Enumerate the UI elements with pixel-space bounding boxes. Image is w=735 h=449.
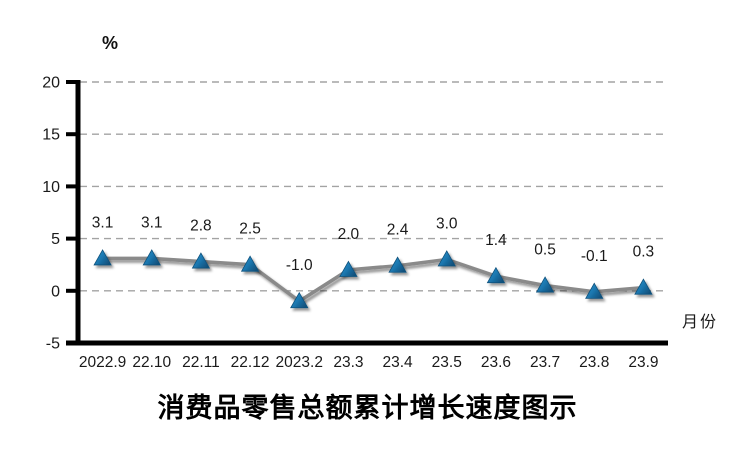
data-label: 0.5 xyxy=(534,242,556,259)
data-marker-triangle xyxy=(486,266,506,284)
y-tick-label--5: -5 xyxy=(46,336,60,353)
data-label: 2.8 xyxy=(190,218,212,235)
series-line xyxy=(102,256,644,304)
data-label: 3.1 xyxy=(92,214,114,231)
x-axis-name-label: 月份 xyxy=(682,314,719,331)
data-marker-triangle xyxy=(290,291,309,309)
x-tick-label: 2022.9 xyxy=(79,354,126,371)
x-tick-label: 23.4 xyxy=(382,354,413,371)
data-label: 3.0 xyxy=(436,215,458,232)
x-tick-label: 23.7 xyxy=(530,354,560,371)
y-tick-label-5: 5 xyxy=(51,231,60,248)
data-marker-triangle xyxy=(634,278,653,295)
x-tick-label: 23.3 xyxy=(333,354,363,371)
y-tick-label-15: 15 xyxy=(42,127,60,144)
x-tick-label: 22.10 xyxy=(132,354,171,371)
x-tick-label: 23.5 xyxy=(432,354,462,371)
chart-title: 消费品零售总额累计增长速度图示 xyxy=(157,393,578,423)
x-tick-label: 22.11 xyxy=(182,354,220,371)
data-marker-triangle xyxy=(240,255,260,272)
y-tick-label-10: 10 xyxy=(42,179,60,196)
data-marker-triangle xyxy=(93,249,112,266)
data-label: 2.0 xyxy=(338,226,360,243)
data-marker-triangle xyxy=(388,256,407,273)
y-axis-unit-label: % xyxy=(102,33,119,53)
x-tick-label: 23.8 xyxy=(579,354,609,371)
x-tick-label: 2023.2 xyxy=(276,354,323,371)
data-marker-triangle xyxy=(437,250,456,267)
data-label: 1.4 xyxy=(485,232,507,249)
x-tick-label: 23.9 xyxy=(628,354,658,371)
data-marker-triangle xyxy=(535,276,555,293)
data-marker-triangle xyxy=(191,252,211,269)
data-label: 0.3 xyxy=(633,244,655,261)
data-marker-triangle xyxy=(142,249,161,266)
x-tick-label: 22.12 xyxy=(231,354,270,371)
data-marker-triangle xyxy=(585,282,604,299)
data-label: 2.5 xyxy=(239,221,261,238)
data-label: 3.1 xyxy=(141,214,163,231)
data-marker-triangle xyxy=(339,260,358,277)
data-label: -1.0 xyxy=(286,257,313,274)
data-label: 2.4 xyxy=(387,222,409,239)
y-tick-label-0: 0 xyxy=(51,283,60,300)
x-tick-label: 23.6 xyxy=(481,354,511,371)
data-label: -0.1 xyxy=(581,248,608,265)
y-tick-label-20: 20 xyxy=(42,75,60,92)
